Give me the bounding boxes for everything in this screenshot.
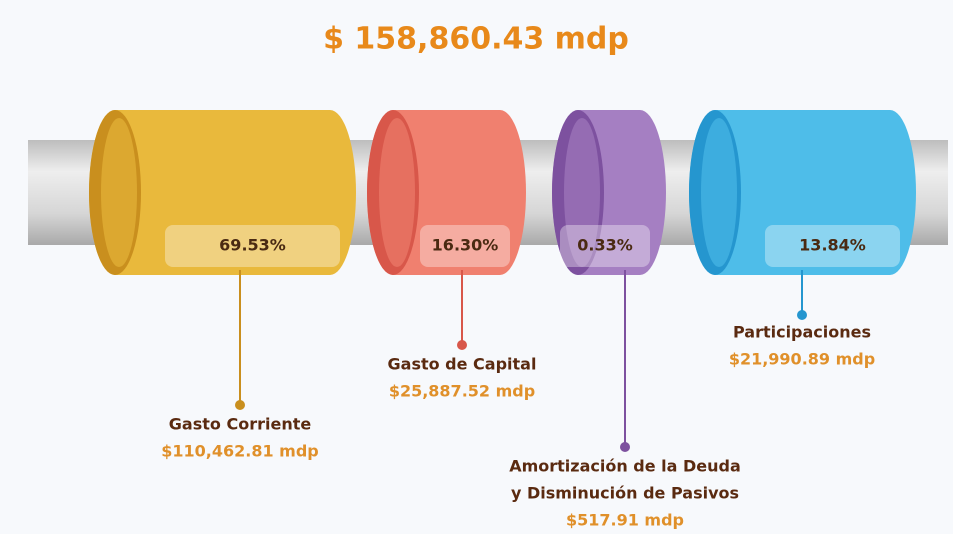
amount: $21,990.89 mdp: [729, 350, 875, 369]
label: y Disminución de Pasivos: [511, 484, 739, 503]
amount: $517.91 mdp: [566, 511, 684, 530]
percent: 16.30%: [432, 236, 499, 255]
label: Gasto de Capital: [388, 355, 537, 374]
label: Participaciones: [733, 323, 871, 342]
percent: 69.53%: [219, 236, 286, 255]
label: Gasto Corriente: [169, 415, 312, 434]
cylinder-inner: [701, 118, 737, 267]
leader-dot: [620, 442, 630, 452]
percent: 0.33%: [577, 236, 633, 255]
page: $ 158,860.43 mdp 69.53% Gasto Corriente $1…: [0, 0, 953, 534]
label: Amortización de la Deuda: [509, 457, 741, 476]
amount: $25,887.52 mdp: [389, 382, 535, 401]
infographic: $ 158,860.43 mdp 69.53% Gasto Corriente $1…: [0, 0, 953, 534]
cylinder-inner: [101, 118, 137, 267]
leader-dot: [457, 340, 467, 350]
leader-dot: [235, 400, 245, 410]
title: $ 158,860.43 mdp: [323, 22, 629, 57]
amount: $110,462.81 mdp: [161, 442, 319, 461]
cylinder-inner: [379, 118, 415, 267]
leader-dot: [797, 310, 807, 320]
percent: 13.84%: [799, 236, 866, 255]
